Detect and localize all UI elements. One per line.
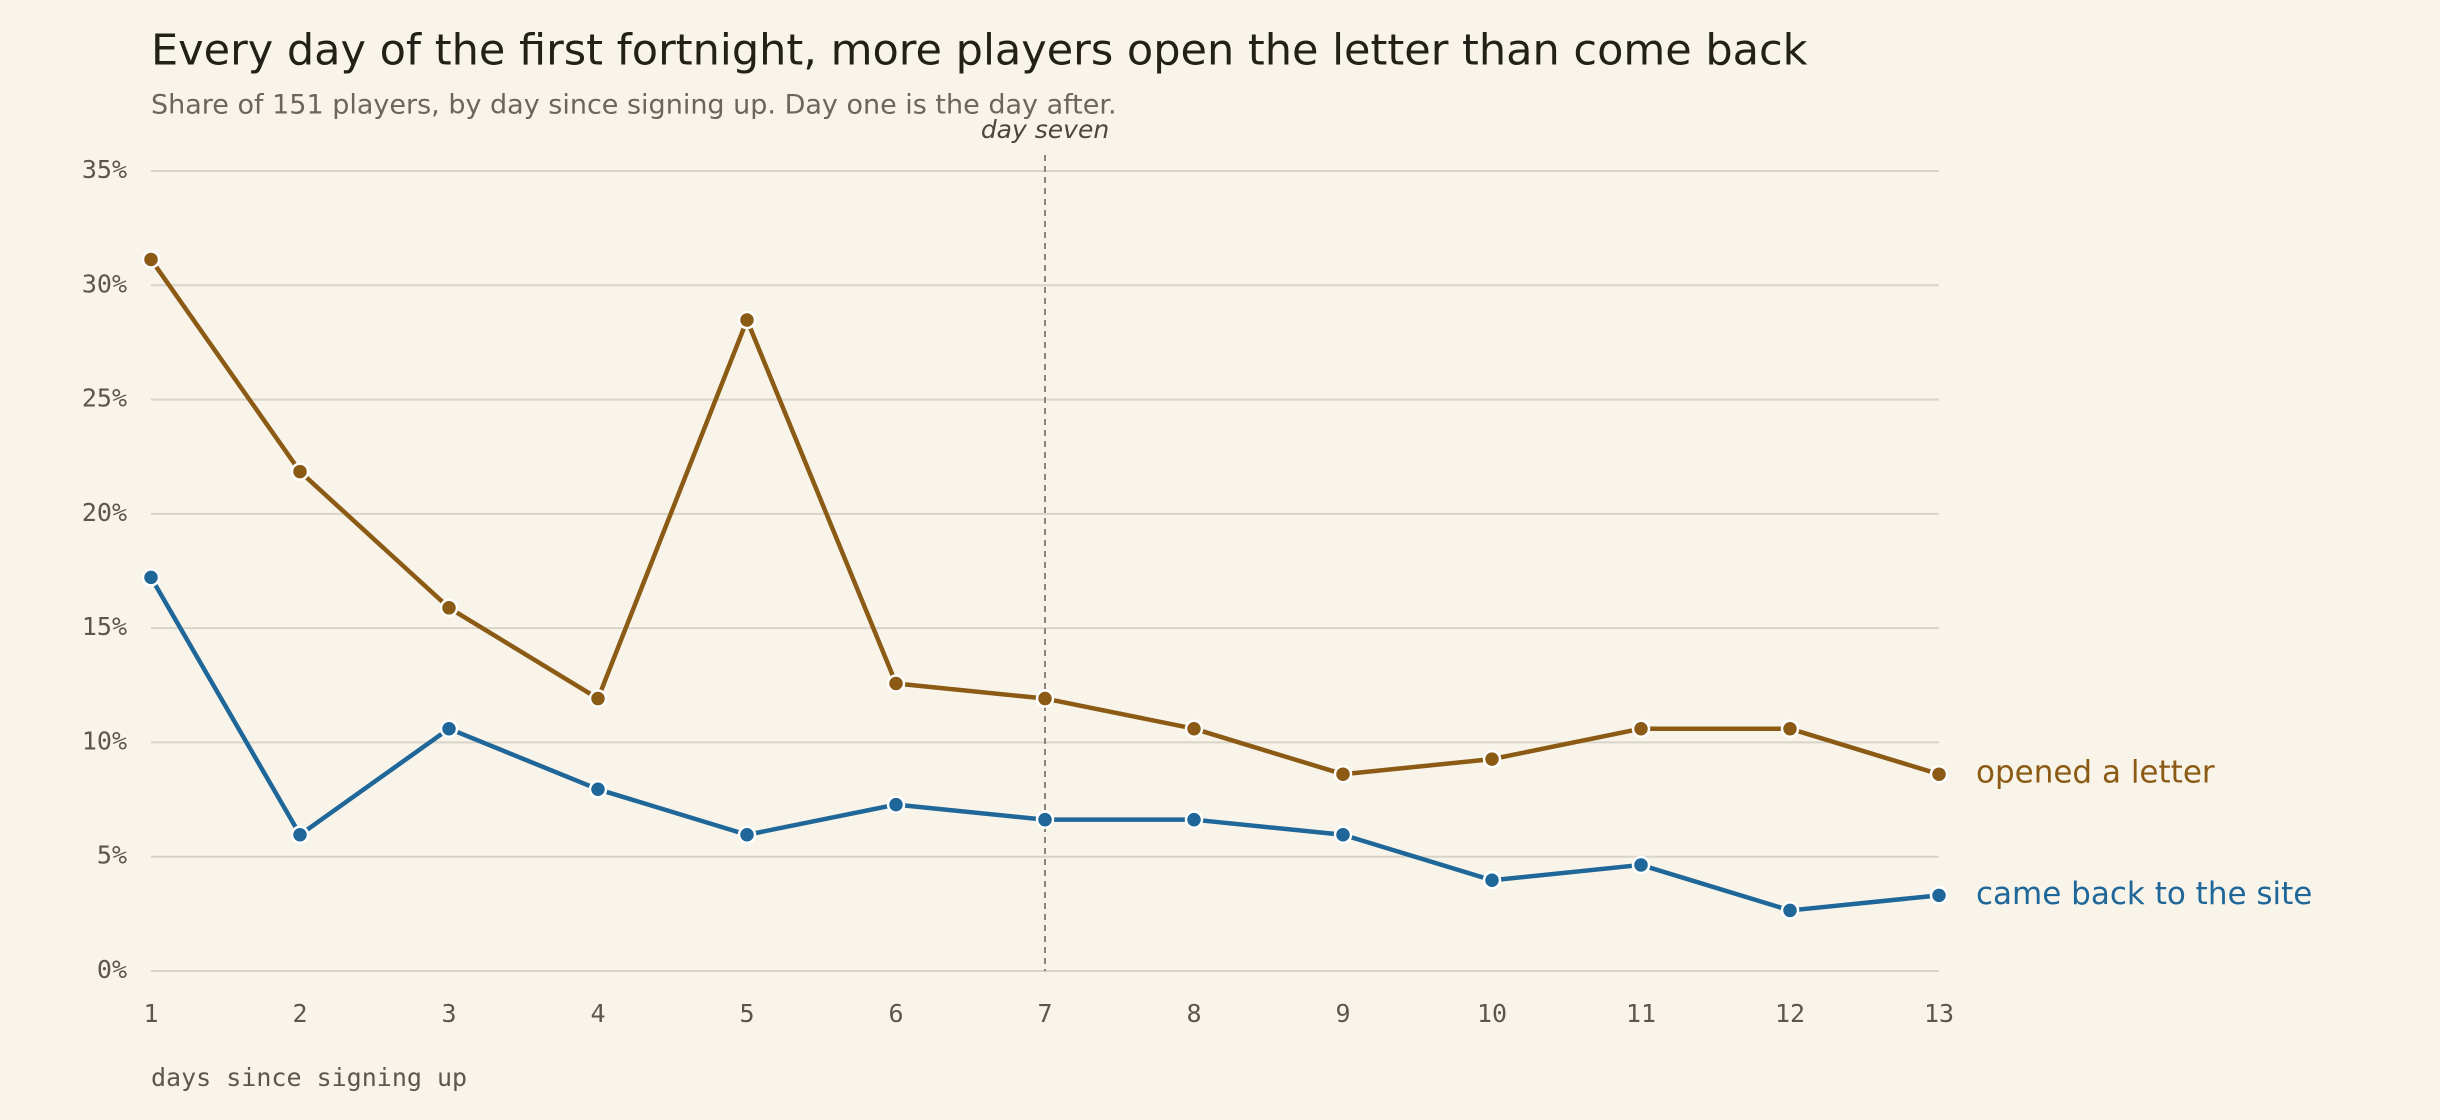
x-tick-label: 10 [1477, 999, 1507, 1028]
x-tick-label: 6 [888, 999, 903, 1028]
data-point [439, 719, 459, 738]
y-tick-label: 5% [97, 841, 127, 870]
x-tick-label: 2 [292, 999, 307, 1028]
x-tick-label: 5 [739, 999, 754, 1028]
data-point [141, 250, 161, 269]
data-point [1929, 764, 1949, 784]
x-tick-label: 3 [441, 999, 456, 1028]
data-point [1929, 886, 1949, 905]
x-tick-label: 7 [1037, 999, 1052, 1028]
data-point [1631, 855, 1651, 875]
x-tick-label: 9 [1335, 999, 1350, 1028]
x-tick-label: 11 [1626, 999, 1656, 1028]
chart-title: Every day of the first fortnight, more p… [151, 26, 1808, 76]
data-point [290, 462, 310, 481]
data-point [439, 598, 459, 618]
y-tick-label: 30% [82, 269, 127, 298]
data-point [1482, 749, 1502, 769]
data-point [1482, 871, 1502, 890]
y-tick-label: 0% [97, 955, 127, 984]
data-point [1333, 764, 1353, 784]
data-point [1333, 825, 1353, 845]
y-tick-label: 35% [82, 155, 127, 184]
legend-label: came back to the site [1976, 876, 2312, 912]
y-tick-label: 10% [82, 726, 127, 755]
data-point [886, 674, 906, 693]
data-point [1035, 810, 1055, 829]
y-tick-label: 15% [82, 612, 127, 641]
data-point [1780, 719, 1800, 738]
annotation-label: day seven [981, 115, 1109, 144]
data-point [737, 310, 757, 330]
x-tick-label: 4 [590, 999, 605, 1028]
x-axis-label: days since signing up [151, 1063, 467, 1092]
x-tick-label: 8 [1186, 999, 1201, 1028]
x-tick-label: 12 [1775, 999, 1805, 1028]
data-point [1184, 810, 1204, 829]
y-tick-label: 25% [82, 384, 127, 413]
data-point [588, 689, 608, 708]
data-point [1780, 901, 1800, 920]
chart-subtitle: Share of 151 players, by day since signi… [151, 90, 1117, 121]
data-point [886, 795, 906, 814]
x-tick-label: 13 [1924, 999, 1954, 1028]
data-point [141, 568, 161, 587]
data-point [1184, 719, 1204, 738]
data-point [588, 780, 608, 799]
legend-label: opened a letter [1976, 755, 2215, 791]
y-tick-label: 20% [82, 498, 127, 527]
data-point [290, 825, 310, 845]
data-point [1631, 719, 1651, 738]
data-point [1035, 689, 1055, 708]
x-tick-label: 1 [143, 999, 158, 1028]
data-point [737, 825, 757, 845]
